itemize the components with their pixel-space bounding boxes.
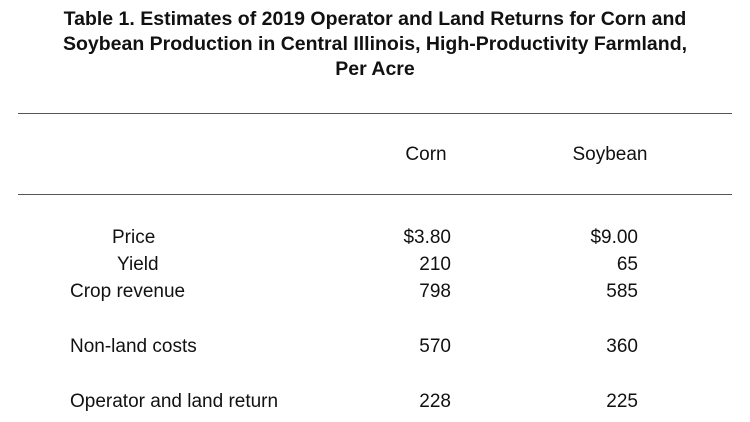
table-row-yield: Yield 210 65 — [0, 252, 750, 278]
row-label-non-land-costs: Non-land costs — [70, 336, 197, 357]
table-title-line-2: Soybean Production in Central Illinois, … — [62, 33, 688, 55]
column-header-soybean: Soybean — [572, 144, 648, 165]
table-row-non-land-costs: Non-land costs 570 360 — [0, 334, 750, 360]
table-header-rule — [18, 194, 732, 195]
cell-soybean-operator-land-return: 225 — [606, 391, 638, 412]
cell-soybean-crop-revenue: 585 — [606, 281, 638, 302]
table-row-price: Price $3.80 $9.00 — [0, 225, 750, 251]
cell-corn-operator-land-return: 228 — [419, 391, 451, 412]
column-header-corn: Corn — [405, 144, 447, 165]
table-title-line-1: Table 1. Estimates of 2019 Operator and … — [63, 8, 687, 30]
table-title: Table 1. Estimates of 2019 Operator and … — [0, 7, 750, 82]
cell-soybean-non-land-costs: 360 — [606, 336, 638, 357]
cell-corn-crop-revenue: 798 — [419, 281, 451, 302]
row-label-price: Price — [112, 227, 156, 248]
table-title-line-3: Per Acre — [335, 58, 415, 80]
table-top-rule — [18, 113, 732, 114]
row-label-operator-land-return: Operator and land return — [70, 391, 279, 412]
row-label-yield: Yield — [117, 254, 159, 275]
cell-corn-non-land-costs: 570 — [419, 336, 451, 357]
cell-corn-price: $3.80 — [403, 227, 451, 248]
table-row-operator-land-return: Operator and land return 228 225 — [0, 389, 750, 415]
row-label-crop-revenue: Crop revenue — [70, 281, 186, 302]
table-row-crop-revenue: Crop revenue 798 585 — [0, 279, 750, 305]
cell-soybean-price: $9.00 — [590, 227, 638, 248]
cell-corn-yield: 210 — [419, 254, 451, 275]
cell-soybean-yield: 65 — [616, 254, 638, 275]
